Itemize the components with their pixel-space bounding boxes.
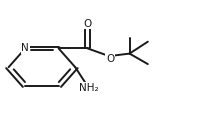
Text: NH₂: NH₂ (79, 83, 99, 93)
Text: O: O (83, 19, 92, 29)
Text: O: O (106, 54, 114, 64)
Text: N: N (21, 43, 29, 53)
